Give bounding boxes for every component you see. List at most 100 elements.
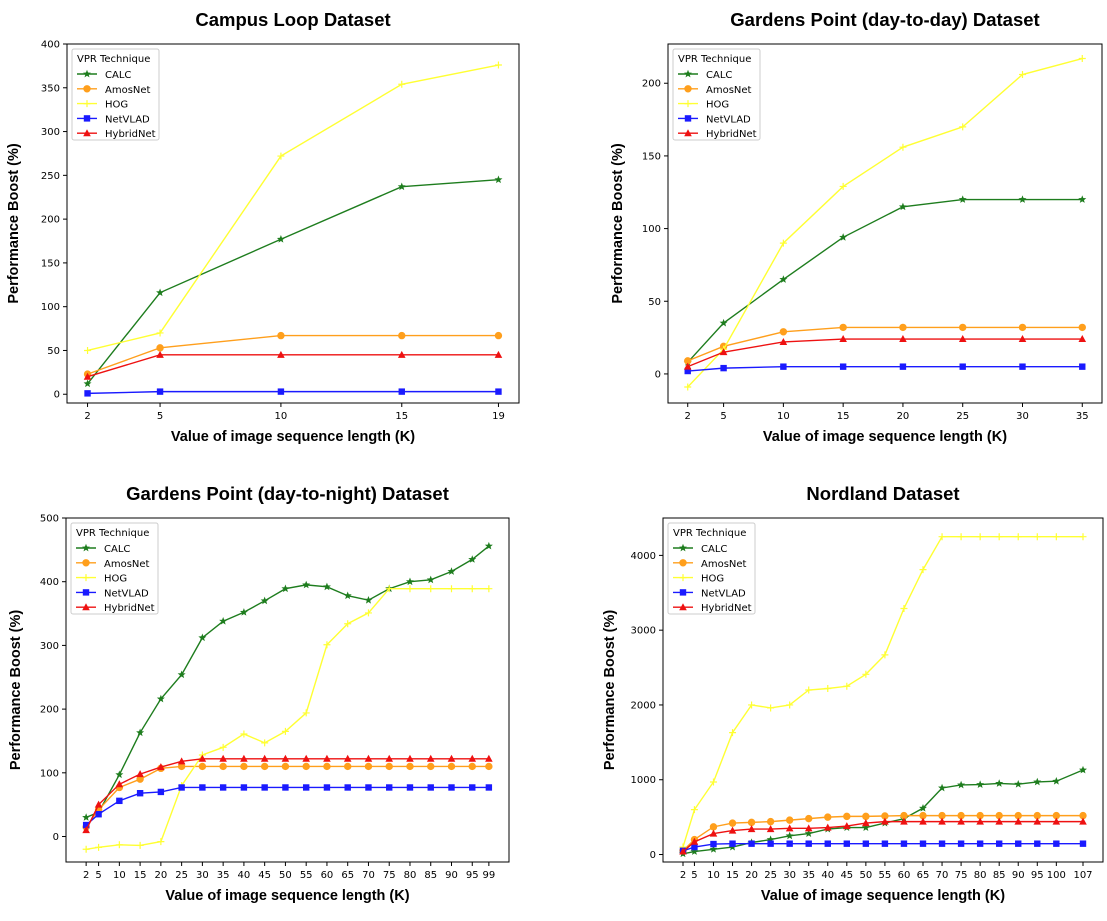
data-point-marker bbox=[824, 685, 832, 693]
legend-label-hybridnet: HybridNet bbox=[701, 603, 752, 614]
data-point-marker bbox=[805, 840, 812, 847]
data-point-marker bbox=[240, 784, 248, 791]
data-point-marker bbox=[277, 331, 285, 340]
data-point-marker bbox=[277, 152, 285, 160]
data-point-marker bbox=[729, 840, 736, 847]
data-point-marker bbox=[82, 559, 90, 567]
data-point-marker bbox=[448, 784, 455, 791]
data-point-marker bbox=[83, 129, 91, 137]
data-point-marker bbox=[276, 235, 285, 243]
data-point-marker bbox=[397, 350, 406, 358]
data-point-marker bbox=[1052, 533, 1060, 541]
x-tick-label: 30 bbox=[1016, 411, 1029, 422]
data-point-marker bbox=[94, 800, 103, 808]
data-point-marker bbox=[469, 784, 476, 791]
data-point-marker bbox=[82, 589, 90, 596]
x-tick-label: 70 bbox=[362, 870, 375, 881]
data-point-marker bbox=[484, 541, 493, 550]
y-tick-label: 50 bbox=[648, 297, 661, 308]
data-point-marker bbox=[843, 840, 851, 847]
data-point-marker bbox=[398, 388, 405, 395]
data-point-marker bbox=[157, 763, 165, 771]
data-point-marker bbox=[260, 596, 269, 605]
data-point-marker bbox=[494, 331, 503, 340]
legend-label-hog: HOG bbox=[104, 574, 127, 585]
data-point-marker bbox=[261, 784, 268, 791]
data-point-marker bbox=[839, 323, 847, 332]
data-point-marker bbox=[281, 762, 290, 771]
y-tick-label: 250 bbox=[41, 171, 60, 182]
data-point-marker bbox=[1078, 55, 1086, 63]
data-point-marker bbox=[938, 533, 946, 541]
data-point-marker bbox=[995, 840, 1003, 847]
series-layer bbox=[82, 541, 493, 853]
x-tick-label: 107 bbox=[1073, 870, 1092, 881]
data-point-marker bbox=[779, 337, 788, 345]
data-point-marker bbox=[1018, 71, 1026, 79]
data-point-marker bbox=[447, 754, 456, 762]
chart-title: Nordland Dataset bbox=[806, 483, 959, 504]
x-tick-label: 15 bbox=[726, 870, 739, 881]
data-point-marker bbox=[976, 840, 984, 847]
data-point-marker bbox=[684, 383, 692, 391]
y-tick-label: 500 bbox=[40, 514, 59, 525]
data-point-marker bbox=[719, 348, 728, 356]
data-point-marker bbox=[1053, 840, 1060, 847]
data-point-marker bbox=[260, 762, 269, 771]
x-tick-label: 5 bbox=[691, 870, 697, 881]
data-point-marker bbox=[1033, 777, 1042, 786]
data-point-marker bbox=[766, 835, 775, 843]
series-line-netvlad bbox=[87, 390, 499, 395]
legend-label-calc: CALC bbox=[105, 70, 131, 81]
legend-label-netvlad: NetVLAD bbox=[105, 114, 150, 125]
x-tick-label: 25 bbox=[175, 870, 188, 881]
data-point-marker bbox=[862, 819, 870, 827]
x-tick-label: 30 bbox=[196, 870, 209, 881]
legend-box bbox=[71, 48, 160, 141]
y-tick-label: 0 bbox=[54, 390, 60, 401]
data-point-marker bbox=[302, 709, 310, 717]
chart-panel-1: Campus Loop Dataset 2 5 10 15 19 0 50 100 150 200 2… bbox=[6, 9, 520, 445]
data-point-marker bbox=[766, 825, 775, 833]
chart-title: Gardens Point (day-to-night) Dataset bbox=[126, 483, 449, 504]
data-point-marker bbox=[198, 754, 207, 762]
data-point-marker bbox=[919, 840, 927, 847]
data-point-marker bbox=[82, 603, 90, 611]
legend: VPR Technique CALC AmosNet HOG NetVLAD Hybrid… bbox=[70, 522, 159, 615]
data-point-marker bbox=[805, 814, 813, 823]
data-point-marker bbox=[976, 780, 985, 788]
data-point-marker bbox=[219, 743, 227, 751]
data-point-marker bbox=[136, 790, 144, 797]
data-point-marker bbox=[447, 585, 455, 593]
x-tick-label: 65 bbox=[341, 870, 354, 881]
data-point-marker bbox=[710, 840, 717, 848]
data-point-marker bbox=[83, 69, 91, 78]
data-point-marker bbox=[719, 318, 728, 327]
data-point-marker bbox=[709, 823, 718, 831]
x-tick-label: 55 bbox=[879, 870, 892, 881]
x-tick-label: 15 bbox=[837, 411, 850, 422]
data-point-marker bbox=[1079, 765, 1087, 774]
series-line-hog bbox=[86, 588, 489, 850]
y-tick-label: 4000 bbox=[631, 551, 656, 562]
x-tick-label: 5 bbox=[95, 870, 101, 881]
data-point-marker bbox=[82, 821, 90, 829]
series-line-hybridnet bbox=[682, 820, 1083, 853]
data-point-marker bbox=[804, 829, 813, 837]
data-point-marker bbox=[302, 784, 310, 791]
data-point-marker bbox=[1034, 840, 1041, 847]
data-point-marker bbox=[748, 701, 756, 709]
data-point-marker bbox=[690, 847, 699, 855]
data-point-marker bbox=[684, 367, 691, 375]
data-point-marker bbox=[839, 233, 848, 241]
data-point-marker bbox=[881, 817, 889, 825]
data-point-marker bbox=[938, 840, 946, 847]
data-point-marker bbox=[839, 335, 847, 343]
data-point-marker bbox=[156, 288, 165, 297]
data-point-marker bbox=[406, 585, 414, 593]
data-point-marker bbox=[156, 388, 164, 395]
data-point-marker bbox=[881, 840, 889, 847]
chart-title: Campus Loop Dataset bbox=[195, 9, 390, 30]
data-point-marker bbox=[115, 770, 124, 779]
legend-title: VPR Technique bbox=[673, 528, 746, 539]
